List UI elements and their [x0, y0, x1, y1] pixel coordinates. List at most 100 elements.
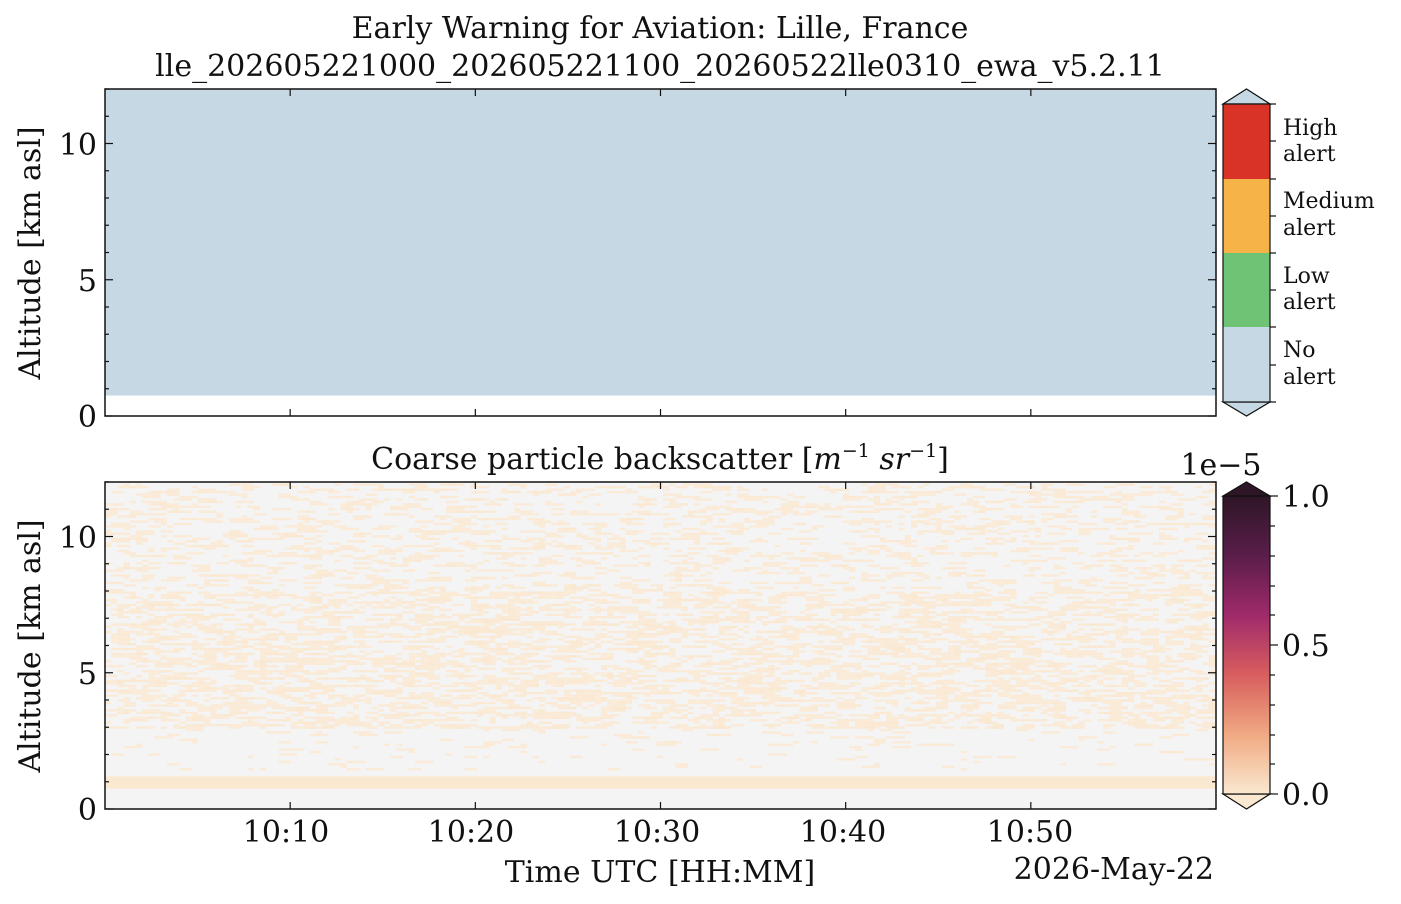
backscatter-cell	[576, 716, 595, 719]
backscatter-cell	[700, 574, 707, 577]
backscatter-cell	[303, 554, 316, 558]
backscatter-cell	[563, 623, 577, 626]
backscatter-cell	[346, 768, 360, 771]
backscatter-cell	[328, 598, 347, 602]
backscatter-cell	[1115, 670, 1122, 673]
backscatter-cell	[687, 655, 707, 658]
backscatter-cell	[216, 647, 236, 651]
backscatter-cell	[1109, 716, 1128, 719]
backscatter-cell	[588, 537, 595, 540]
backscatter-cell	[1190, 643, 1197, 646]
backscatter-cell	[737, 714, 750, 717]
backscatter-cell	[979, 635, 998, 638]
backscatter-cell	[495, 544, 502, 548]
backscatter-cell	[830, 613, 837, 616]
backscatter-cell	[718, 517, 725, 521]
backscatter-cell	[756, 682, 775, 685]
backscatter-cell	[632, 650, 639, 653]
backscatter-cell	[588, 608, 601, 612]
backscatter-cell	[687, 701, 701, 705]
backscatter-cell	[756, 643, 775, 646]
backscatter-cell	[241, 640, 248, 643]
backscatter-cell	[830, 682, 837, 685]
backscatter-cell	[173, 625, 180, 629]
backscatter-cell	[346, 645, 366, 648]
backscatter-cell	[334, 520, 341, 523]
backscatter-cell	[836, 618, 849, 621]
backscatter-cell	[997, 625, 1004, 629]
backscatter-cell	[842, 608, 862, 612]
backscatter-cell	[390, 714, 409, 717]
backscatter-cell	[136, 689, 143, 692]
backscatter-cell	[365, 635, 384, 638]
backscatter-cell	[1090, 697, 1097, 700]
backscatter-cell	[415, 559, 422, 562]
backscatter-cell	[694, 486, 713, 489]
backscatter-cell	[625, 630, 645, 634]
backscatter-cell	[520, 623, 539, 626]
backscatter-cell	[346, 603, 353, 607]
backscatter-cell	[780, 527, 794, 531]
backscatter-cell	[427, 598, 440, 602]
backscatter-cell	[774, 606, 781, 609]
backscatter-cell	[898, 665, 911, 668]
backscatter-cell	[1078, 522, 1097, 526]
backscatter-cell	[390, 633, 403, 636]
backscatter-cell	[625, 513, 632, 516]
backscatter-cell	[594, 694, 601, 697]
backscatter-cell	[632, 584, 639, 587]
backscatter-cell	[477, 576, 496, 580]
backscatter-cell	[284, 716, 291, 719]
backscatter-cell	[861, 714, 880, 717]
backscatter-cell	[446, 635, 459, 638]
backscatter-cell	[532, 530, 546, 533]
backscatter-cell	[154, 520, 167, 523]
backscatter-cell	[315, 741, 329, 744]
backscatter-cell	[557, 522, 564, 526]
backscatter-cell	[408, 554, 428, 558]
backscatter-cell	[1121, 711, 1135, 715]
backscatter-cell	[210, 655, 217, 658]
backscatter-cell	[669, 500, 676, 504]
backscatter-cell	[1109, 569, 1128, 572]
backscatter-cell	[309, 726, 329, 729]
backscatter-cell	[334, 584, 353, 587]
backscatter-cell	[148, 562, 155, 565]
backscatter-cell	[384, 613, 403, 616]
backscatter-cell	[656, 714, 663, 717]
backscatter-cell	[867, 498, 880, 501]
backscatter-cell	[1010, 593, 1017, 597]
backscatter-cell	[1109, 650, 1116, 653]
backscatter-cell	[508, 667, 527, 670]
backscatter-cell	[303, 486, 310, 489]
backscatter-cell	[241, 643, 248, 646]
backscatter-cell	[749, 554, 763, 558]
backscatter-cell	[1171, 591, 1184, 594]
backscatter-cell	[111, 490, 124, 494]
backscatter-cell	[340, 508, 360, 511]
backscatter-cell	[1097, 694, 1104, 697]
backscatter-cell	[315, 535, 322, 538]
backscatter-cell	[1097, 748, 1110, 751]
backscatter-cell	[1177, 493, 1184, 496]
backscatter-cell	[1159, 726, 1166, 729]
backscatter-cell	[483, 726, 490, 729]
backscatter-cell	[700, 530, 707, 533]
backscatter-cell	[749, 540, 769, 543]
backscatter-cell	[1165, 687, 1178, 690]
backscatter-cell	[501, 667, 508, 670]
backscatter-cell	[539, 525, 546, 528]
backscatter-cell	[805, 510, 818, 513]
backscatter-cell	[582, 679, 601, 683]
backscatter-cell	[570, 755, 583, 759]
backscatter-cell	[371, 569, 391, 572]
backscatter-cell	[954, 716, 961, 719]
backscatter-cell	[743, 701, 750, 705]
backscatter-cell	[433, 647, 440, 651]
backscatter-cell	[526, 635, 533, 638]
backscatter-cell	[1059, 606, 1079, 609]
backscatter-cell	[167, 670, 174, 673]
backscatter-cell	[117, 692, 124, 695]
backscatter-cell	[681, 726, 701, 729]
backscatter-cell	[315, 709, 329, 712]
